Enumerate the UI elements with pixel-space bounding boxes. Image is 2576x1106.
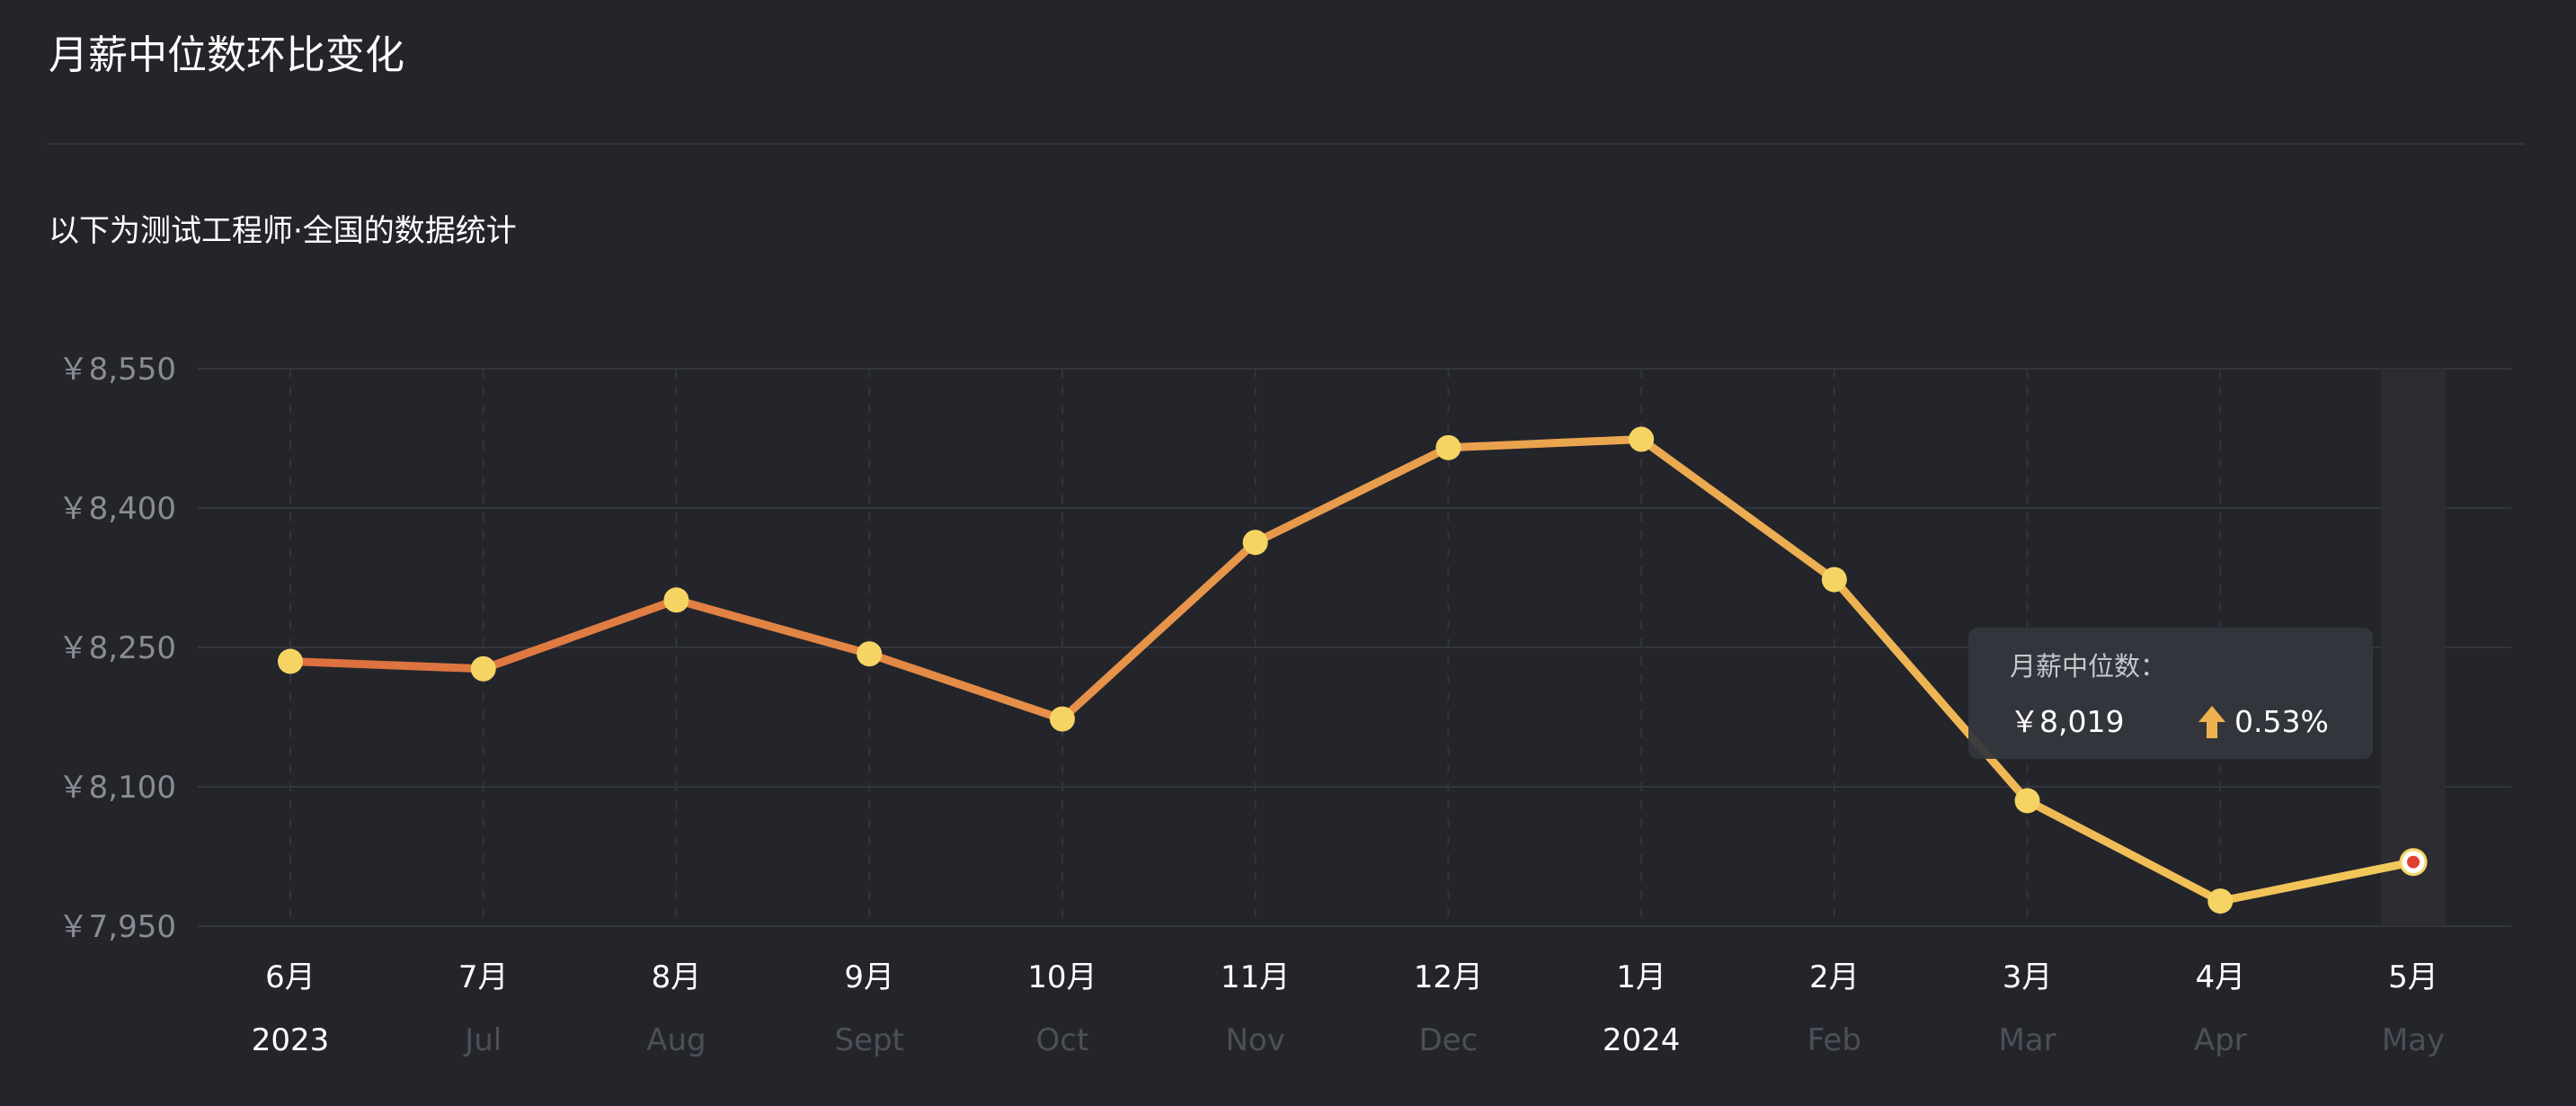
data-point (2207, 888, 2234, 914)
hover-band (2381, 369, 2446, 926)
data-point (470, 656, 496, 682)
data-point (1049, 706, 1075, 732)
x-tick-label: 12月 (1414, 959, 1483, 995)
tooltip-value: ￥8,019 (2010, 704, 2125, 739)
x-tick-label: 8月 (652, 959, 702, 995)
tooltip-change: 0.53% (2197, 701, 2329, 743)
data-point (857, 641, 883, 667)
arrow-up-icon (2198, 706, 2225, 738)
y-tick-label: ￥7,950 (58, 909, 176, 945)
data-point (1629, 426, 1655, 452)
x-secondary-label: 2024 (1603, 1022, 1681, 1058)
x-secondary-label: 2023 (252, 1022, 330, 1058)
hover-layer (2381, 369, 2446, 926)
x-tick-label: 4月 (2195, 959, 2245, 995)
x-secondary-label: Sept (834, 1022, 903, 1058)
data-point-active-core (2407, 855, 2420, 869)
x-tick-label: 5月 (2388, 959, 2438, 995)
data-point (1821, 566, 1847, 593)
chart-title: 月薪中位数环比变化 (49, 32, 404, 78)
y-tick-label: ￥8,400 (58, 491, 176, 527)
data-point (278, 648, 303, 674)
x-tick-label: 3月 (2003, 959, 2053, 995)
x-secondary-label: Jul (463, 1022, 502, 1058)
y-tick-label: ￥8,100 (58, 770, 176, 806)
chart-subtitle: 以下为测试工程师·全国的数据统计 (49, 213, 517, 249)
x-tick-label: 10月 (1027, 959, 1097, 995)
point-layer (278, 426, 2428, 914)
x-secondary-label: Nov (1225, 1022, 1284, 1058)
x-tick-label: 7月 (458, 959, 509, 995)
x-secondary-label: May (2382, 1022, 2445, 1058)
data-tooltip: 月薪中位数： ￥8,019 0.53% (1968, 628, 2373, 759)
x-tick-label: 1月 (1616, 959, 1666, 995)
title-divider (47, 143, 2524, 145)
data-point (2014, 788, 2040, 814)
y-tick-label: ￥8,250 (58, 630, 176, 666)
y-tick-label: ￥8,550 (58, 352, 176, 388)
data-point (1435, 434, 1461, 460)
tooltip-label: 月薪中位数： (2010, 651, 2167, 682)
line-layer (286, 435, 2418, 905)
label-layer: ￥7,950 ￥8,100 ￥8,250 ￥8,400 ￥8,550 6月 2023 7月 Ju… (58, 352, 2445, 1058)
x-tick-label: 9月 (844, 959, 894, 995)
x-secondary-label: Apr (2194, 1022, 2247, 1058)
x-tick-label: 11月 (1221, 959, 1290, 995)
data-point (663, 587, 689, 613)
x-tick-label: 6月 (265, 959, 315, 995)
x-secondary-label: Dec (1418, 1022, 1478, 1058)
tooltip-change-percent: 0.53% (2234, 704, 2329, 739)
x-secondary-label: Mar (1998, 1022, 2056, 1058)
x-secondary-label: Oct (1036, 1022, 1089, 1058)
series-line (286, 435, 2418, 905)
x-secondary-label: Feb (1808, 1022, 1861, 1058)
x-tick-label: 2月 (1809, 959, 1860, 995)
x-secondary-label: Aug (646, 1022, 706, 1058)
data-point (1242, 530, 1268, 556)
